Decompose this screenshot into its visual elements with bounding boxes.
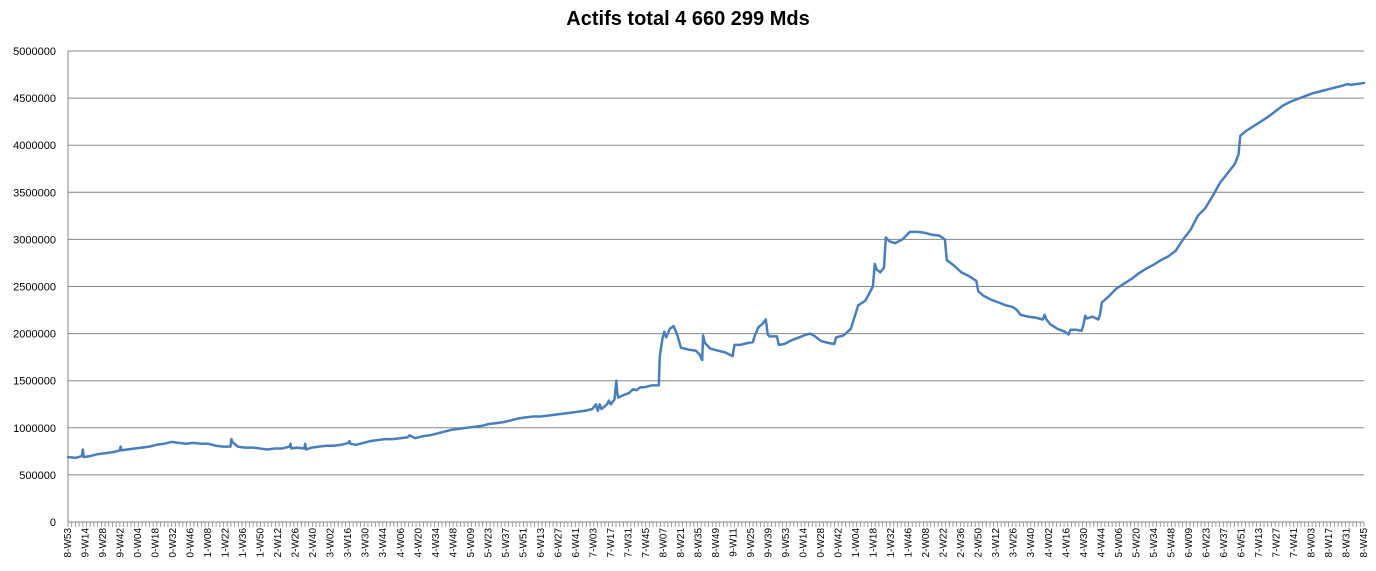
x-tick-label: 1-W18 [869, 528, 880, 558]
x-tick-label: 1-W46 [904, 528, 915, 558]
x-tick-label: 2-W08 [921, 528, 932, 558]
x-tick-label: 1-W50 [256, 528, 267, 558]
x-tick-label: 6-W27 [553, 528, 564, 558]
x-tick-label: 5-W06 [1114, 528, 1125, 558]
x-tick-label: 1-W08 [203, 528, 214, 558]
x-tick-label: 4-W02 [1044, 528, 1055, 558]
x-tick-label: 5-W48 [1166, 528, 1177, 558]
x-tick-label: 2-W36 [956, 528, 967, 558]
y-tick-label: 1500000 [13, 376, 56, 388]
y-tick-label: 2500000 [13, 282, 56, 294]
x-tick-label: 0-W04 [133, 528, 144, 558]
x-tick-label: 9-W53 [781, 528, 792, 558]
x-tick-label: 6-W13 [536, 528, 547, 558]
x-tick-label: 8-W31 [1342, 528, 1353, 558]
y-tick-label: 4000000 [13, 140, 56, 152]
y-tick-label: 3500000 [13, 187, 56, 199]
x-tick-label: 9-W14 [81, 528, 92, 558]
series [66, 81, 1366, 460]
x-tick-label: 2-W12 [273, 528, 284, 558]
x-tick-label: 4-W48 [448, 528, 459, 558]
y-tick-label: 4500000 [13, 93, 56, 105]
x-tick-label: 4-W30 [1079, 528, 1090, 558]
x-tick-label: 2-W50 [974, 528, 985, 558]
x-tick-label: 5-W51 [518, 528, 529, 558]
y-tick-label: 2000000 [13, 329, 56, 341]
x-tick-label: 0-W28 [816, 528, 827, 558]
x-tick-label: 6-W09 [1184, 528, 1195, 558]
x-tick-label: 4-W16 [1061, 528, 1072, 558]
x-tick-label: 0-W42 [834, 528, 845, 558]
x-tick-label: 3-W44 [378, 528, 389, 558]
x-tick-label: 1-W22 [221, 528, 232, 558]
x-tick-label: 3-W12 [991, 528, 1002, 558]
x-tick-label: 6-W23 [1201, 528, 1212, 558]
x-tick-label: 5-W20 [1131, 528, 1142, 558]
x-tick-label: 8-W45 [1359, 528, 1370, 558]
x-tick-label: 8-W17 [1324, 528, 1335, 558]
series-line [66, 81, 1366, 460]
x-tick-label: 7-W27 [1271, 528, 1282, 558]
x-tick-label: 0-W18 [151, 528, 162, 558]
x-tick-label: 3-W26 [1009, 528, 1020, 558]
x-axis-minor-ticks [67, 522, 1365, 527]
x-tick-label: 5-W34 [1149, 528, 1160, 558]
x-tick-label: 1-W04 [851, 528, 862, 558]
x-tick-label: 3-W30 [361, 528, 372, 558]
x-tick-label: 5-W37 [501, 528, 512, 558]
x-tick-label: 0-W14 [799, 528, 810, 558]
gridlines [68, 50, 1364, 476]
chart-title: Actifs total 4 660 299 Mds [566, 8, 810, 30]
x-tick-label: 5-W09 [466, 528, 477, 558]
x-tick-label: 8-W35 [694, 528, 705, 558]
x-axis-tick-labels: 8-W53 9-W14 9-W28 9-W42 0-W04 0-W18 0-W32 0-W46… [63, 528, 1370, 558]
x-tick-label: 9-W39 [764, 528, 775, 558]
x-tick-label: 4-W06 [396, 528, 407, 558]
x-tick-label: 6-W41 [571, 528, 582, 558]
x-tick-label: 6-W37 [1219, 528, 1230, 558]
x-tick-label: 1-W32 [886, 528, 897, 558]
x-tick-label: 4-W34 [431, 528, 442, 558]
x-tick-label: 4-W20 [413, 528, 424, 558]
x-tick-label: 8-W03 [1307, 528, 1318, 558]
x-tick-label: 2-W22 [939, 528, 950, 558]
x-tick-label: 3-W02 [326, 528, 337, 558]
x-tick-label: 5-W23 [483, 528, 494, 558]
x-tick-label: 3-W40 [1026, 528, 1037, 558]
x-tick-label: 7-W17 [606, 528, 617, 558]
x-tick-label: 6-W51 [1236, 528, 1247, 558]
x-tick-label: 2-W40 [308, 528, 319, 558]
x-tick-label: 0-W46 [186, 528, 197, 558]
y-axis-tick-labels: 0 500000 1000000 1500000 2000000 2500000 30000… [13, 46, 56, 529]
x-tick-label: 7-W41 [1289, 528, 1300, 558]
y-tick-label: 3000000 [13, 234, 56, 246]
x-tick-label: 4-W44 [1096, 528, 1107, 558]
x-tick-label: 9-W42 [116, 528, 127, 558]
y-tick-label: 1000000 [13, 423, 56, 435]
y-tick-label: 500000 [19, 470, 56, 482]
x-tick-label: 9-W25 [746, 528, 757, 558]
x-tick-label: 7-W13 [1254, 528, 1265, 558]
x-tick-label: 0-W32 [168, 528, 179, 558]
x-tick-label: 9-W11 [729, 528, 740, 557]
y-tick-label: 5000000 [13, 46, 56, 58]
x-tick-label: 8-W21 [676, 528, 687, 558]
x-tick-label: 3-W16 [343, 528, 354, 558]
x-tick-label: 7-W45 [641, 528, 652, 558]
x-tick-label: 1-W36 [238, 528, 249, 558]
x-tick-label: 7-W31 [623, 528, 634, 558]
x-tick-label: 8-W53 [63, 528, 74, 558]
x-tick-label: 8-W49 [711, 528, 722, 558]
axes [67, 51, 1365, 527]
x-tick-label: 8-W07 [659, 528, 670, 558]
y-tick-label: 0 [50, 517, 56, 529]
x-tick-label: 9-W28 [98, 528, 109, 558]
x-tick-label: 7-W03 [588, 528, 599, 558]
x-tick-label: 2-W26 [291, 528, 302, 558]
